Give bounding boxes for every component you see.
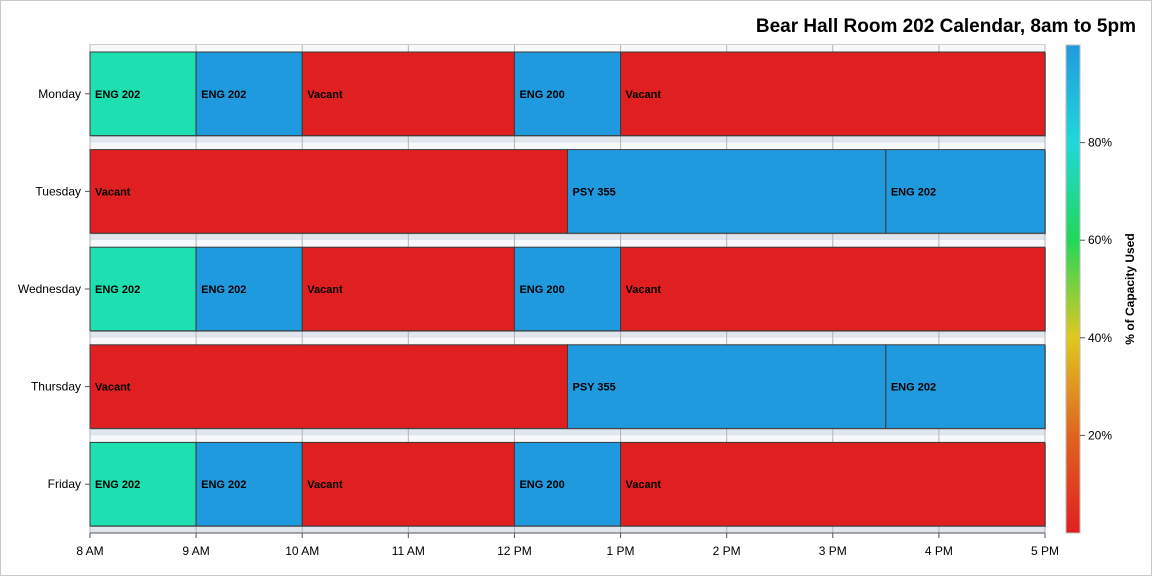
schedule-segment xyxy=(89,441,197,527)
segment-label: ENG 200 xyxy=(519,479,564,491)
schedule-segment xyxy=(513,51,622,137)
x-axis: 8 AM 9 AM 10 AM 11 AM 12 PM 1 PM 2 PM 3 PM 4 PM 5… xyxy=(76,532,1059,558)
schedule-segment xyxy=(620,51,1046,137)
segment-label: PSY 355 xyxy=(573,186,616,198)
schedule-segment xyxy=(301,246,515,332)
segment-label: Vacant xyxy=(307,284,343,296)
segment-label: Vacant xyxy=(307,89,343,101)
segment-label: ENG 202 xyxy=(201,479,246,491)
x-tick-label: 1 PM xyxy=(607,544,635,558)
segment-label: PSY 355 xyxy=(573,382,616,394)
colorbar xyxy=(1065,44,1081,534)
segment-label: Vacant xyxy=(626,479,662,491)
segment-label: Vacant xyxy=(307,479,343,491)
schedule-segment xyxy=(195,441,303,527)
colorbar-tick-label: 80% xyxy=(1088,136,1112,150)
segment-label: Vacant xyxy=(626,284,662,296)
colorbar-tick-label: 20% xyxy=(1088,428,1112,442)
day-label: Thursday xyxy=(31,380,81,394)
day-label: Monday xyxy=(38,87,81,101)
schedule-segment xyxy=(301,51,515,137)
schedule-segment xyxy=(89,246,197,332)
segment-label: Vacant xyxy=(95,186,131,198)
schedule-segment xyxy=(620,246,1046,332)
chart-title: Bear Hall Room 202 Calendar, 8am to 5pm xyxy=(756,16,1136,37)
x-tick-label: 8 AM xyxy=(76,544,103,558)
day-label: Wednesday xyxy=(18,282,81,296)
segment-label: ENG 202 xyxy=(201,89,246,101)
segment-label: Vacant xyxy=(95,382,131,394)
schedule-segment xyxy=(89,51,197,137)
colorbar-legend: 20% 40% 60% 80% % of Capacity Used xyxy=(1065,44,1137,534)
schedule-segment xyxy=(195,246,303,332)
segment-label: Vacant xyxy=(626,89,662,101)
x-tick-label: 9 AM xyxy=(182,544,209,558)
schedule-segment xyxy=(885,344,1046,429)
segment-label: ENG 202 xyxy=(95,479,140,491)
colorbar-tick-label: 40% xyxy=(1088,331,1112,345)
segment-label: ENG 202 xyxy=(95,284,140,296)
x-tick-label: 10 AM xyxy=(285,544,319,558)
colorbar-tick-label: 60% xyxy=(1088,233,1112,247)
segment-label: ENG 200 xyxy=(519,89,564,101)
schedule-segment xyxy=(567,344,887,429)
plot-area: ENG 202 ENG 202 Vacant ENG 200 Vacant Vacant P… xyxy=(89,44,1046,534)
x-tick-label: 11 AM xyxy=(392,544,425,558)
y-axis: Monday Tuesday Wednesday Thursday Friday xyxy=(18,87,90,491)
day-label: Friday xyxy=(48,477,81,491)
schedule-segment xyxy=(301,441,515,527)
day-label: Tuesday xyxy=(35,184,81,198)
segment-label: ENG 202 xyxy=(201,284,246,296)
schedule-segment xyxy=(89,344,568,429)
schedule-segment xyxy=(513,441,622,527)
x-tick-label: 3 PM xyxy=(819,544,847,558)
schedule-segment xyxy=(620,441,1046,527)
segment-label: ENG 202 xyxy=(95,89,140,101)
segment-label: ENG 202 xyxy=(891,186,936,198)
x-tick-label: 2 PM xyxy=(713,544,741,558)
colorbar-title: % of Capacity Used xyxy=(1123,233,1137,344)
schedule-segment xyxy=(195,51,303,137)
schedule-segment xyxy=(89,149,568,234)
segment-label: ENG 200 xyxy=(519,284,564,296)
x-tick-label: 5 PM xyxy=(1031,544,1059,558)
segment-label: ENG 202 xyxy=(891,382,936,394)
x-tick-label: 4 PM xyxy=(925,544,953,558)
schedule-segment xyxy=(567,149,887,234)
schedule-segment xyxy=(885,149,1046,234)
x-tick-label: 12 PM xyxy=(497,544,532,558)
schedule-segment xyxy=(513,246,622,332)
